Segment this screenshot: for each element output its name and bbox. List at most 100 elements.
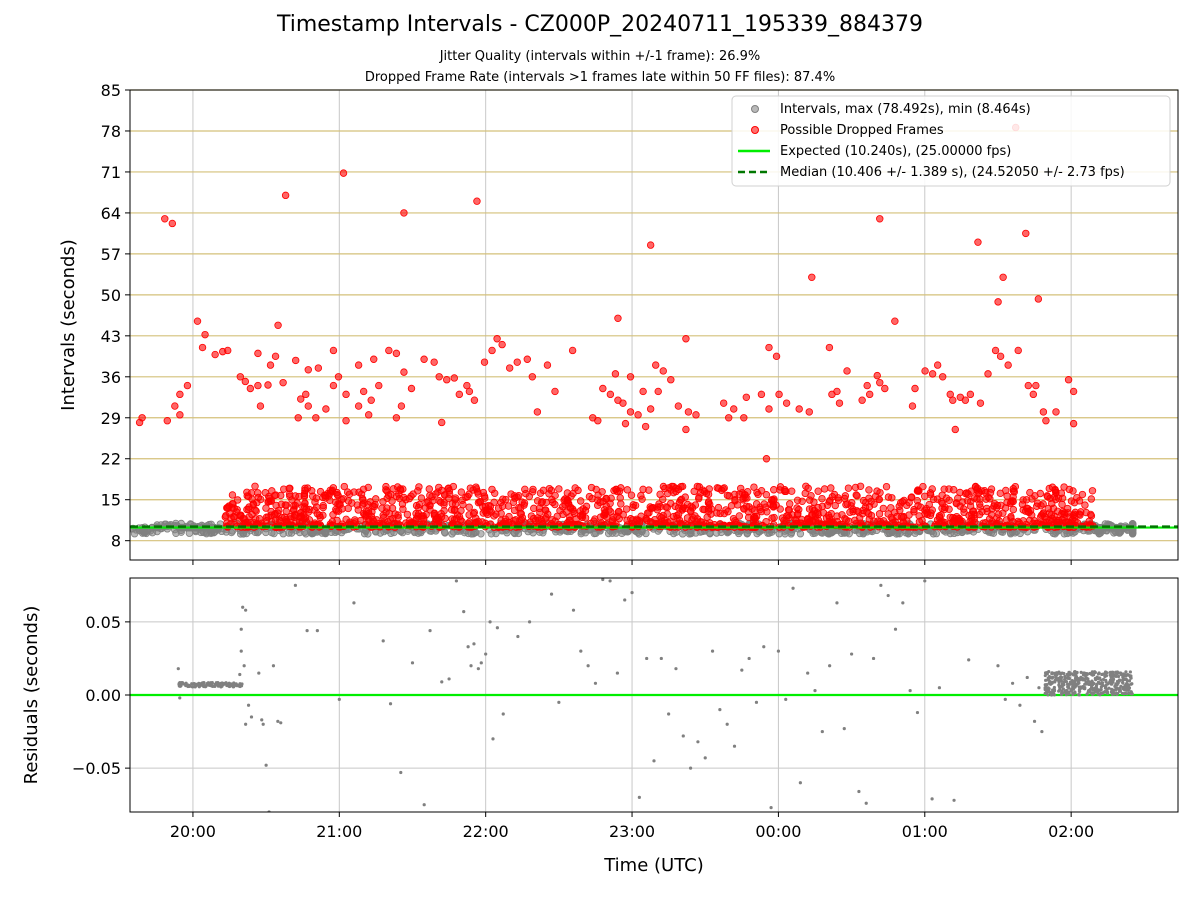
residual-point <box>315 629 319 633</box>
residual-point <box>608 579 612 583</box>
intervals-y-tick-label: 50 <box>101 286 121 305</box>
residual-point <box>279 721 283 725</box>
dropped-frame-point <box>286 484 294 492</box>
dropped-frame-point <box>344 497 353 505</box>
dropped-frame-point <box>334 500 342 508</box>
dropped-frame-point <box>742 393 751 401</box>
dropped-frame-point <box>1087 495 1096 503</box>
dropped-frame-point <box>703 513 711 521</box>
residual-point <box>1117 679 1121 683</box>
residual-point <box>1121 681 1125 685</box>
dropped-frame-point <box>1033 499 1042 508</box>
dropped-frame-point <box>480 358 489 366</box>
dropped-frame-point <box>1029 390 1038 399</box>
dropped-frame-point <box>831 501 839 510</box>
residual-point <box>1066 685 1071 689</box>
dropped-frame-point <box>385 346 393 355</box>
dropped-frame-point <box>999 509 1007 517</box>
residual-point <box>710 649 715 653</box>
residual-point <box>820 729 824 734</box>
dropped-frame-point <box>599 497 607 506</box>
residual-point <box>1119 671 1123 675</box>
dropped-frame-point <box>271 352 280 361</box>
dropped-frame-point <box>211 350 219 359</box>
residual-point <box>1108 680 1112 685</box>
residual-point <box>908 689 912 693</box>
residual-point <box>1092 673 1096 677</box>
dropped-frame-point <box>481 506 489 515</box>
legend-marker-dropped <box>751 126 759 134</box>
intervals-y-tick-label: 8 <box>111 532 121 551</box>
x-axis-label: Time (UTC) <box>603 855 704 876</box>
residual-point <box>857 789 861 794</box>
residual-point <box>1048 681 1053 685</box>
dropped-frame-point <box>400 368 408 376</box>
dropped-frame-point <box>597 519 606 527</box>
intervals-y-ticks: 8 15 22 29 36 43 50 57 64 71 78 85 <box>101 81 1072 565</box>
residual-point <box>242 664 246 668</box>
residual-point <box>1090 681 1094 685</box>
dropped-frame-point <box>980 486 989 495</box>
residual-point <box>381 639 385 643</box>
intervals-axes-frame <box>129 89 1179 561</box>
dropped-frame-point <box>417 494 426 502</box>
dropped-frame-point <box>1087 512 1096 520</box>
dropped-frame-point <box>827 484 835 492</box>
intervals-y-tick-label: 29 <box>101 409 121 428</box>
dropped-frame-point <box>984 493 992 501</box>
dropped-frame-point <box>615 507 623 516</box>
residual-point <box>996 664 1000 668</box>
residual-point <box>1124 677 1128 681</box>
dropped-frame-point <box>732 518 740 527</box>
residual-point <box>1120 691 1125 696</box>
dropped-frame-point <box>364 411 373 419</box>
x-tick-label: 02:00 <box>1048 822 1094 841</box>
dropped-frame-point <box>966 390 975 399</box>
dropped-frame-point <box>762 518 770 526</box>
residual-point <box>791 586 795 590</box>
interval-point <box>492 529 500 538</box>
dropped-frame-point <box>247 489 256 497</box>
residual-point <box>1107 686 1111 690</box>
dropped-frame-point <box>793 511 802 519</box>
dropped-frame-point <box>475 497 484 506</box>
dropped-frame-point <box>304 402 312 410</box>
residual-point <box>1069 688 1074 692</box>
dropped-frame-point <box>864 510 873 518</box>
dropped-frame-point <box>237 511 245 519</box>
legend-label-dropped: Possible Dropped Frames <box>780 123 944 138</box>
dropped-frame-point <box>428 492 436 501</box>
dropped-frame-point <box>163 416 171 425</box>
dropped-frame-point <box>354 361 363 369</box>
dropped-frame-point <box>397 402 406 410</box>
residual-point <box>469 664 473 668</box>
dropped-frame-point <box>700 505 709 514</box>
dropped-frame-point <box>407 384 416 393</box>
legend-marker-intervals <box>751 105 759 113</box>
residual-point <box>190 685 194 689</box>
residual-point <box>210 684 214 688</box>
dropped-frame-point <box>518 513 527 522</box>
dropped-frame-point <box>251 482 259 490</box>
dropped-frame-point <box>651 361 660 369</box>
residual-point <box>246 703 251 707</box>
residual-point <box>193 682 197 686</box>
dropped-frame-point <box>617 500 625 508</box>
dropped-frame-point <box>276 517 285 525</box>
residual-point <box>1052 685 1056 690</box>
dropped-frame-point <box>873 487 881 495</box>
dropped-frame-point <box>879 504 888 513</box>
dropped-frame-point <box>551 387 559 396</box>
dropped-frame-point <box>319 493 327 502</box>
residual-point <box>549 592 554 596</box>
dropped-frame-point <box>492 510 500 518</box>
dropped-frame-point <box>465 503 473 511</box>
dropped-frame-point <box>568 346 577 355</box>
dropped-frame-point <box>529 485 537 494</box>
dropped-frame-point <box>674 402 683 410</box>
dropped-frame-point <box>976 399 985 407</box>
dropped-frame-point <box>612 485 620 493</box>
dropped-frame-point <box>389 485 398 493</box>
residual-point <box>261 722 265 726</box>
residual-point <box>1046 686 1050 690</box>
